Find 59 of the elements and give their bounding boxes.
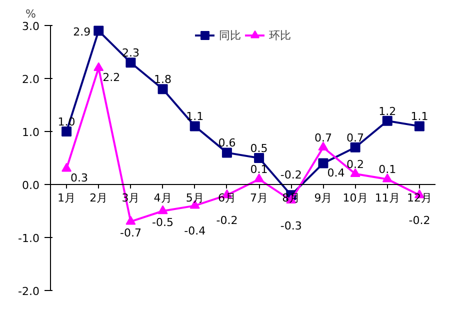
data-label: -0.2 (216, 214, 238, 228)
data-label: -0.4 (184, 224, 206, 238)
data-label: 1.1 (410, 110, 428, 124)
point (382, 174, 392, 182)
data-label: -0.2 (408, 214, 430, 228)
y-tick-label: 2.0 (22, 73, 40, 86)
point (414, 121, 424, 132)
point (190, 121, 200, 132)
point (318, 142, 328, 150)
data-label: 2.2 (102, 70, 120, 84)
x-tick-label: 7月 (250, 192, 268, 204)
point (62, 126, 72, 136)
point (222, 148, 232, 158)
x-tick-label: 2月 (90, 192, 108, 204)
point (350, 168, 360, 177)
x-tick-label: 12月 (406, 192, 432, 204)
data-label: 1.1 (186, 110, 204, 124)
data-label: 0.5 (250, 142, 268, 155)
data-label: 0.7 (314, 131, 332, 144)
x-tick-label: 4月 (154, 192, 172, 204)
y-axis-title: % (26, 8, 36, 20)
point (318, 158, 328, 168)
y-tick-label: 3.0 (22, 20, 40, 33)
data-label: 2.3 (122, 46, 140, 60)
y-tick-label: -1.0 (18, 232, 40, 245)
y-tick-label: -2.0 (18, 285, 40, 298)
point (126, 58, 136, 68)
data-label: 0.7 (346, 131, 364, 144)
data-label: -0.5 (152, 216, 174, 229)
legend-label: 同比 (219, 28, 241, 42)
point (382, 116, 392, 126)
point (158, 205, 168, 214)
data-label: 0.3 (70, 172, 88, 185)
point (62, 162, 72, 172)
data-label: 1.2 (378, 104, 396, 118)
x-tick-label: 10月 (342, 192, 368, 204)
data-label: 0.2 (346, 158, 364, 171)
point (158, 84, 168, 94)
y-tick-label: 0.0 (22, 179, 40, 192)
y-tick-label: 1.0 (22, 126, 40, 139)
data-label: -0.2 (280, 168, 302, 182)
x-tick-label: 5月 (186, 192, 204, 204)
x-tick-label: 9月 (314, 192, 332, 204)
data-label: 0.1 (250, 163, 268, 176)
data-label: 2.9 (73, 25, 91, 38)
data-label: 0.1 (378, 163, 396, 176)
data-label: 1.8 (154, 73, 172, 86)
point (94, 26, 104, 36)
point (254, 174, 264, 182)
data-label: -0.3 (280, 219, 302, 232)
point (126, 216, 136, 225)
point (254, 153, 264, 163)
x-tick-label: 1月 (58, 192, 76, 204)
data-label: 0.4 (327, 166, 345, 180)
data-label: -0.7 (120, 226, 142, 240)
data-label: 0.6 (218, 136, 236, 150)
x-tick-label: 11月 (374, 192, 400, 204)
legend-label: 环比 (269, 28, 291, 42)
point (350, 142, 360, 152)
